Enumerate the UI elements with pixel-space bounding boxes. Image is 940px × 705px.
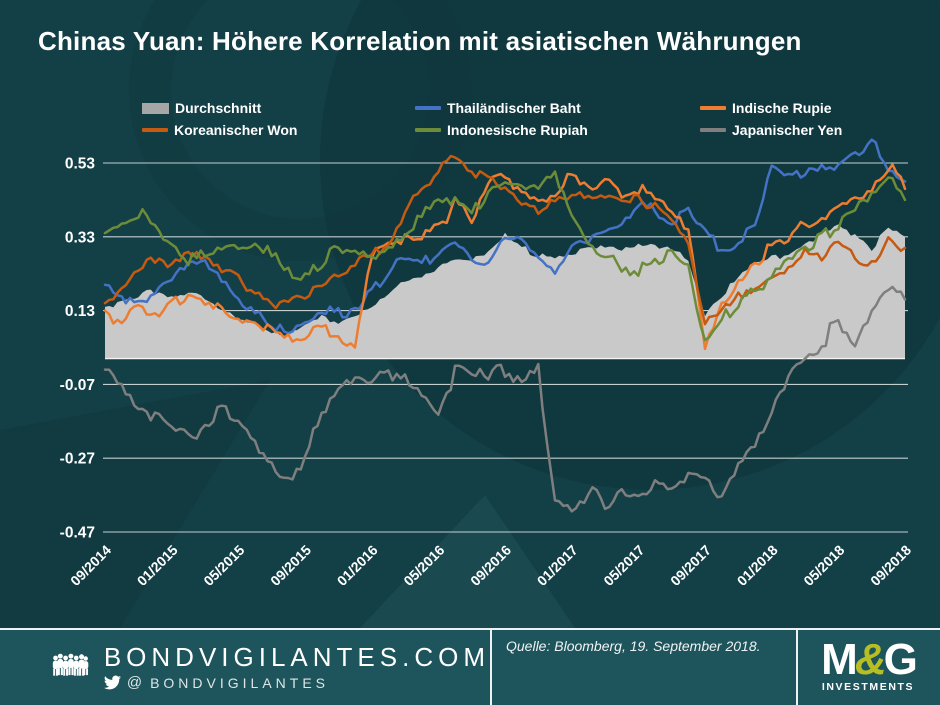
legend-swatch [142, 128, 168, 132]
x-axis-tick-label: 09/2015 [267, 542, 314, 589]
legend-item: Durchschnitt [142, 99, 261, 117]
legend-label: Koreanischer Won [174, 122, 298, 138]
x-axis-tick-label: 09/2017 [667, 542, 714, 589]
twitter-bird-icon [103, 675, 121, 690]
legend-item: Indische Rupie [700, 99, 832, 117]
legend-item: Japanischer Yen [700, 121, 842, 139]
y-axis-tick-label: 0.53 [65, 156, 96, 173]
series-line-2 [103, 163, 907, 351]
legend-swatch [700, 128, 726, 132]
x-axis-tick-label: 01/2018 [734, 542, 781, 589]
legend-swatch [415, 106, 441, 110]
y-axis-tick-label: -0.47 [60, 525, 95, 542]
series-line-4 [103, 170, 907, 342]
legend-item: Indonesische Rupiah [415, 121, 588, 139]
mg-ampersand: & [854, 635, 887, 685]
y-axis-tick-label: -0.27 [60, 451, 95, 468]
x-axis-tick-label: 01/2016 [334, 542, 381, 589]
legend-item: Koreanischer Won [142, 121, 297, 139]
legend-label: Indische Rupie [732, 100, 832, 116]
twitter-at-symbol: @ [126, 674, 143, 692]
legend-label: Durchschnitt [175, 100, 262, 116]
footer-logo-section: M&G INVESTMENTS [798, 630, 938, 705]
legend-label: Thailändischer Baht [447, 100, 581, 116]
legend-swatch [142, 102, 169, 114]
chart-legend: Durchschnitt Thailändischer Baht Indische … [0, 0, 940, 140]
series-line-5 [103, 285, 907, 513]
legend-swatch [415, 128, 441, 132]
mg-logo: M&G [821, 635, 918, 685]
background-watermark [360, 495, 575, 628]
mg-investments-label: INVESTMENTS [821, 680, 915, 693]
y-axis-tick-label: -0.07 [60, 377, 95, 394]
x-axis-tick-label: 05/2017 [600, 542, 647, 589]
footer-source-section: Quelle: Bloomberg, 19. September 2018. [492, 630, 798, 705]
series-line-1 [103, 138, 907, 335]
legend-label: Indonesische Rupiah [447, 122, 588, 138]
footer-brand-section: BONDVIGILANTES.COM @ BONDVIGILANTES [0, 630, 492, 705]
twitter-handle: BONDVIGILANTES [150, 674, 329, 691]
legend-item: Thailändischer Baht [415, 99, 581, 117]
footer-bar: BONDVIGILANTES.COM @ BONDVIGILANTES Quel… [0, 628, 940, 705]
x-axis-tick-label: 05/2015 [200, 542, 247, 589]
x-axis-tick-label: 05/2018 [800, 542, 847, 589]
legend-label: Japanischer Yen [732, 122, 843, 138]
page-title: Chinas Yuan: Höhere Korrelation mit asia… [38, 26, 802, 56]
source-note: Quelle: Bloomberg, 19. September 2018. [506, 638, 761, 654]
legend-swatch [700, 106, 726, 110]
people-crowd-icon [52, 653, 89, 676]
y-axis-tick-label: 0.13 [65, 303, 96, 320]
x-axis-tick-label: 09/2018 [867, 542, 914, 589]
y-axis-tick-label: 0.33 [65, 229, 96, 246]
x-axis-tick-label: 01/2017 [534, 542, 581, 589]
site-name: BONDVIGILANTES.COM [103, 641, 490, 672]
